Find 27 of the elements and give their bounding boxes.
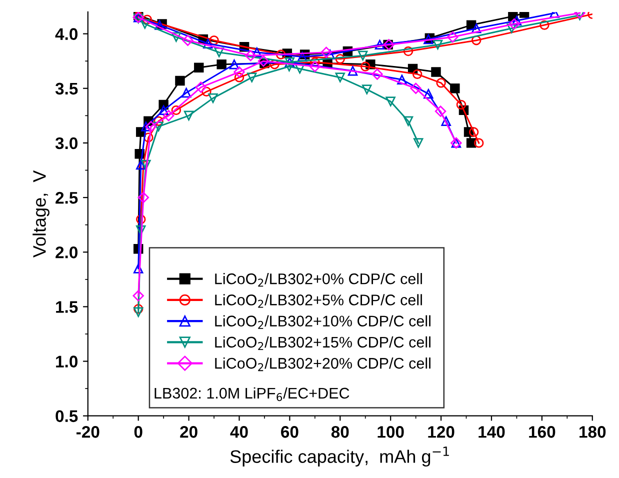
y-tick-label: 3.0 [55,137,78,150]
legend-label: LiCoO$_{2}$/LB302+15% CDP/C cell [215,336,430,350]
x-tick-label: 100 [378,426,404,438]
x-tick-label: 80 [331,426,349,438]
y-axis-title: Voltage, V [32,170,50,258]
y-tick-label: 2.5 [56,192,78,204]
x-tick-label: 160 [529,426,556,438]
legend-label: LiCoO$_{2}$/LB302+10% CDP/C cell [215,315,430,329]
legend-label: LiCoO$_{2}$/LB302+0% CDP/C cell [215,273,422,287]
y-tick-label: 3.5 [55,82,78,95]
y-tick-label: 1.0 [56,356,78,368]
x-tick-label: -20 [76,426,100,438]
x-tick-label: 180 [580,426,606,438]
x-tick-label: 60 [281,426,298,438]
x-tick-label: 20 [180,426,198,438]
annotation: LB302: 1.0M LiPF$_{6}$/EC+DEC [154,387,350,402]
y-tick-label: 2.0 [56,246,78,258]
x-tick-label: 40 [230,426,248,438]
x-tick-label: 140 [478,426,505,438]
x-tick-label: 0 [134,426,142,438]
x-axis-title: Specific capacity, mAh g$^{−1}$ [230,446,449,467]
y-tick-label: 0.5 [56,410,78,422]
y-tick-label: 1.5 [56,301,78,313]
x-tick-label: 120 [428,426,454,438]
legend-label: LiCoO$_{2}$/LB302+5% CDP/C cell [215,294,422,308]
y-tick-label: 4.0 [55,28,78,40]
legend-label: LiCoO$_{2}$/LB302+20% CDP/C cell [215,357,430,372]
